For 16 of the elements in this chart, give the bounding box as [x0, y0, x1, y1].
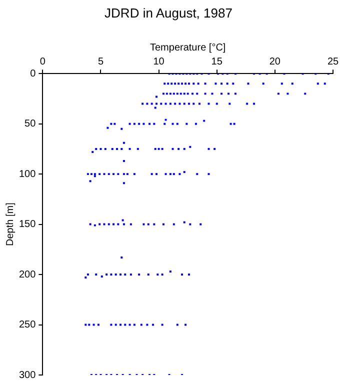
x-tick-label: 20: [269, 56, 281, 68]
x-tick-label: 10: [153, 56, 165, 68]
y-tick-label: 250: [18, 320, 36, 331]
y-axis-title: Depth [m]: [4, 202, 16, 246]
x-axis-title: Temperature [°C]: [150, 42, 226, 54]
x-tick-label: 15: [211, 56, 223, 68]
x-tick-label: 0: [40, 56, 46, 68]
y-tick-label: 300: [18, 370, 36, 381]
y-tick-label: 150: [18, 219, 36, 230]
y-tick-label: 50: [24, 118, 36, 130]
x-tick-label: 5: [98, 56, 104, 68]
chart-title: JDRD in August, 1987: [104, 5, 232, 20]
y-tick-label: 200: [18, 269, 36, 280]
x-tick-label: 25: [327, 56, 339, 68]
y-tick-label: 0: [30, 68, 36, 80]
y-tick-label: 100: [18, 168, 36, 180]
